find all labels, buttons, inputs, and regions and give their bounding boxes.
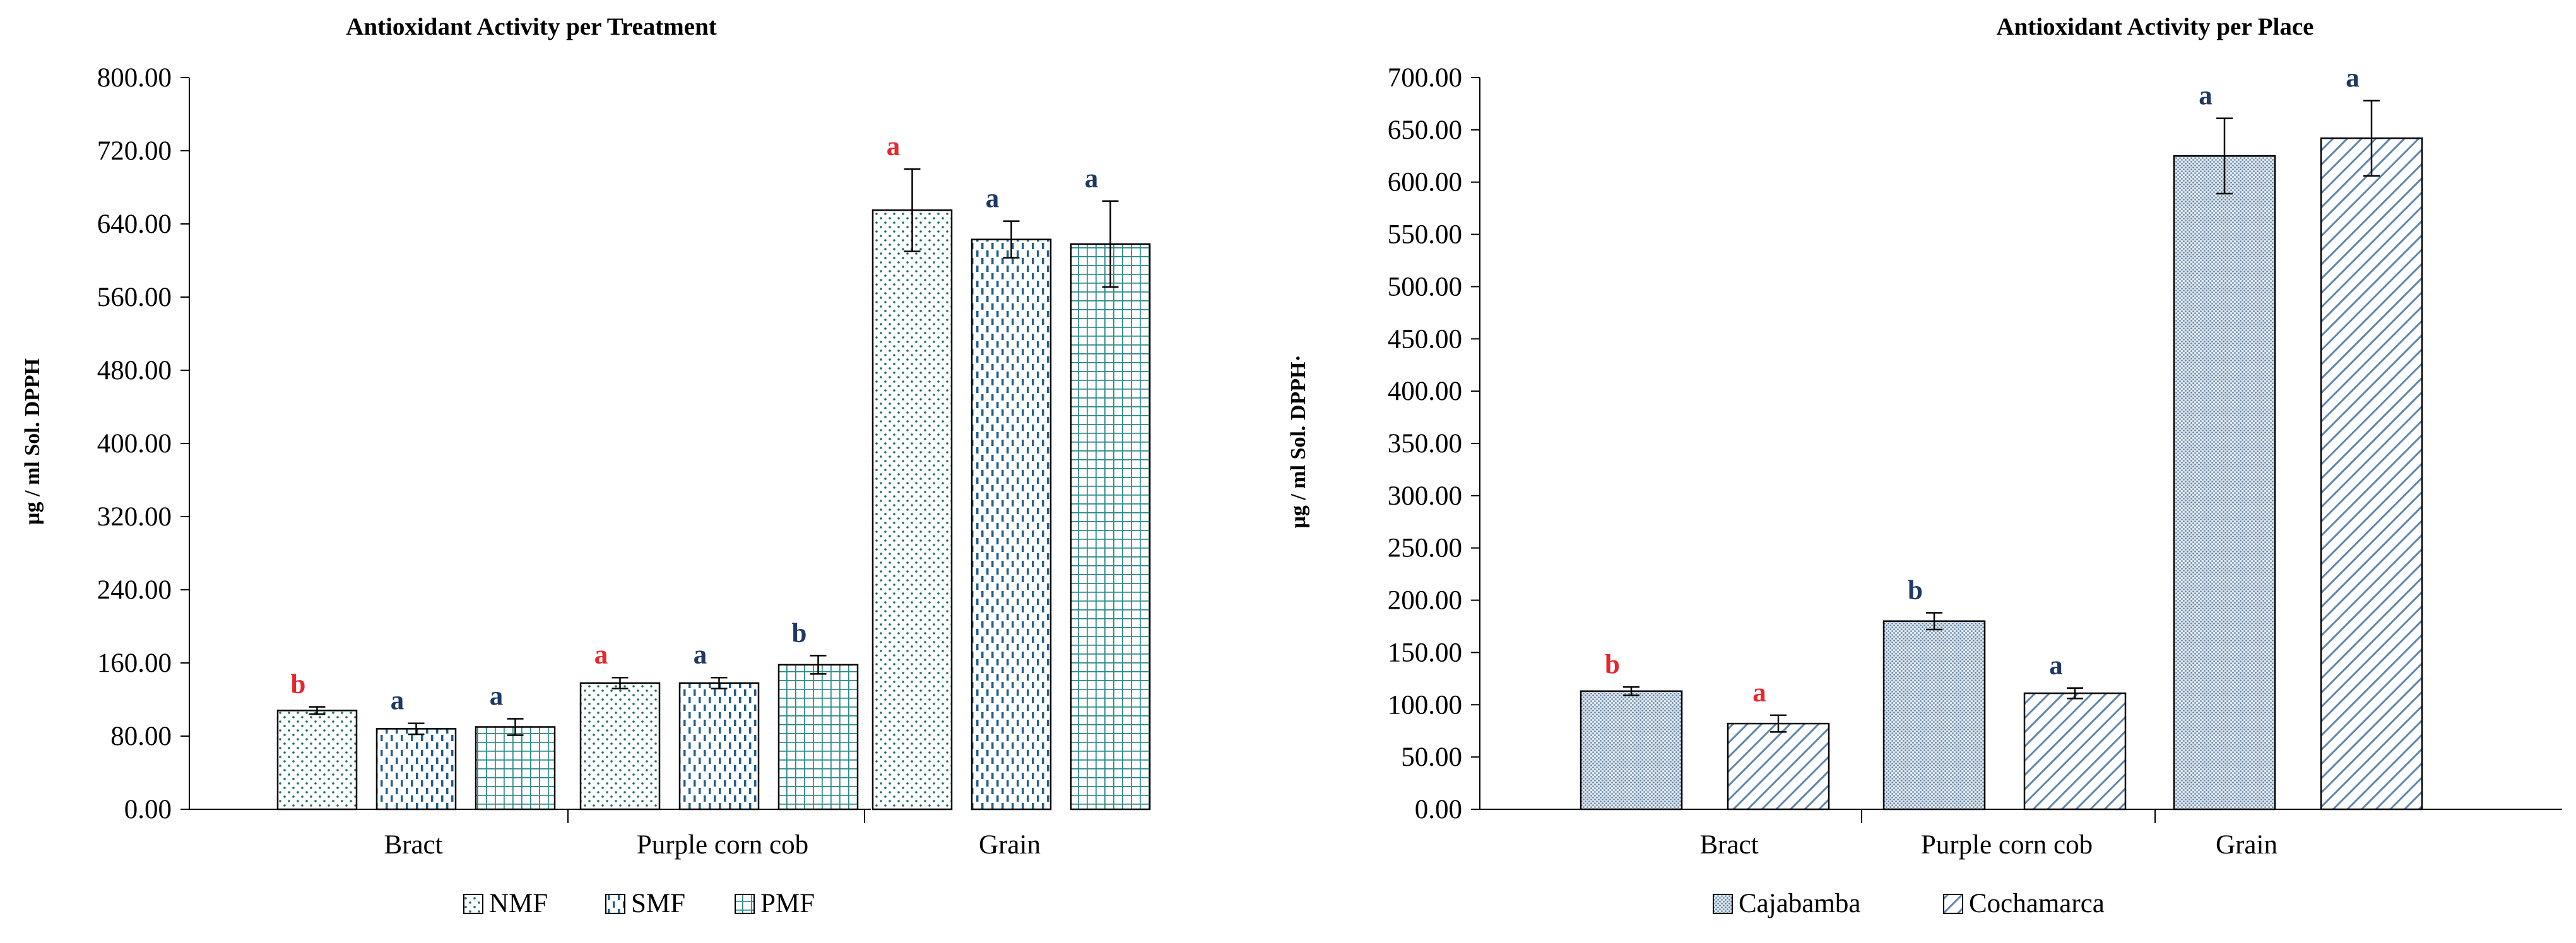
y-tick-label: 160.00 <box>97 648 172 678</box>
x-category-label: Bract <box>384 830 442 860</box>
y-tick-label: 400.00 <box>1388 377 1462 406</box>
bar <box>475 726 556 811</box>
bar <box>2173 155 2276 811</box>
y-tick-label: 240.00 <box>97 575 172 605</box>
bar <box>375 728 457 811</box>
legend-swatch <box>1713 894 1733 914</box>
y-tick-label: 350.00 <box>1388 429 1462 459</box>
bar <box>678 682 760 811</box>
y-tick-label: 400.00 <box>97 429 172 459</box>
significance-letter: a <box>2346 63 2360 93</box>
y-tick-label: 100.00 <box>1388 690 1462 720</box>
y-tick-label: 200.00 <box>1388 586 1462 616</box>
treatment-chart: Antioxidant Activity per Treatment µg / m… <box>21 13 1151 918</box>
significance-letter: a <box>2049 651 2063 681</box>
y-tick-label: 480.00 <box>97 356 172 385</box>
legend-label: PMF <box>760 889 815 918</box>
y-tick-label: 50.00 <box>1401 742 1462 772</box>
y-tick-label: 500.00 <box>1388 272 1462 302</box>
y-tick-label: 0.00 <box>124 795 172 824</box>
place-chart: Antioxidant Activity per Place µg / ml So… <box>1287 13 2562 918</box>
significance-letter: b <box>1605 650 1620 679</box>
y-tick-label: 250.00 <box>1388 534 1462 563</box>
y-tick-label: 640.00 <box>97 209 172 239</box>
bar <box>579 682 661 811</box>
significance-letter: a <box>1752 678 1766 708</box>
legend-swatch <box>463 894 483 914</box>
legend-label: Cajabamba <box>1739 889 1860 918</box>
y-tick-label: 650.00 <box>1388 115 1462 145</box>
significance-letter: b <box>792 618 807 648</box>
y-tick-label: 560.00 <box>97 283 172 312</box>
y-tick-label: 150.00 <box>1388 638 1462 667</box>
legend-label: Cochamarca <box>1969 889 2105 918</box>
significance-letter: a <box>694 640 707 670</box>
bar <box>971 238 1052 811</box>
y-tick-label: 0.00 <box>1415 795 1462 824</box>
significance-letter: b <box>291 670 306 700</box>
y-tick-label: 320.00 <box>97 502 172 532</box>
x-category-label: Grain <box>979 830 1041 860</box>
significance-letter: a <box>594 640 608 670</box>
bar <box>777 664 859 811</box>
significance-letter: a <box>986 184 1000 214</box>
bar <box>871 209 953 811</box>
bar <box>276 710 358 811</box>
y-tick-label: 450.00 <box>1388 324 1462 354</box>
significance-letter: a <box>2199 81 2213 111</box>
bar <box>2320 137 2423 811</box>
chart-title: Antioxidant Activity per Treatment <box>346 13 717 40</box>
bar <box>1882 620 1986 811</box>
bar <box>1580 690 1683 811</box>
legend-swatch <box>605 894 625 914</box>
significance-letter: a <box>490 681 504 711</box>
significance-letter: b <box>1908 575 1923 605</box>
y-tick-label: 80.00 <box>110 722 172 751</box>
x-category-label: Purple corn cob <box>637 830 808 860</box>
y-tick-label: 300.00 <box>1388 481 1462 511</box>
chart-title: Antioxidant Activity per Place <box>1997 13 2314 40</box>
legend-label: NMF <box>489 889 548 918</box>
x-category-label: Bract <box>1699 830 1758 860</box>
bar <box>2023 692 2127 811</box>
y-tick-label: 800.00 <box>97 63 172 93</box>
significance-letter: a <box>1085 164 1099 194</box>
y-tick-label: 720.00 <box>97 136 172 166</box>
bar <box>1070 243 1151 811</box>
legend-swatch <box>735 894 755 914</box>
significance-letter: a <box>391 686 405 716</box>
y-tick-label: 600.00 <box>1388 168 1462 197</box>
significance-letter: a <box>887 132 901 161</box>
y-axis-label: µg / ml Sol. DPPH· <box>1287 354 1310 529</box>
x-category-label: Purple corn cob <box>1921 830 2093 860</box>
legend-label: SMF <box>631 889 685 918</box>
y-axis-label: µg / ml Sol. DPPH <box>21 358 44 525</box>
legend-swatch <box>1943 894 1963 914</box>
y-tick-label: 700.00 <box>1388 63 1462 93</box>
bar <box>1727 722 1830 811</box>
y-tick-label: 550.00 <box>1388 220 1462 250</box>
x-category-label: Grain <box>2216 830 2278 860</box>
